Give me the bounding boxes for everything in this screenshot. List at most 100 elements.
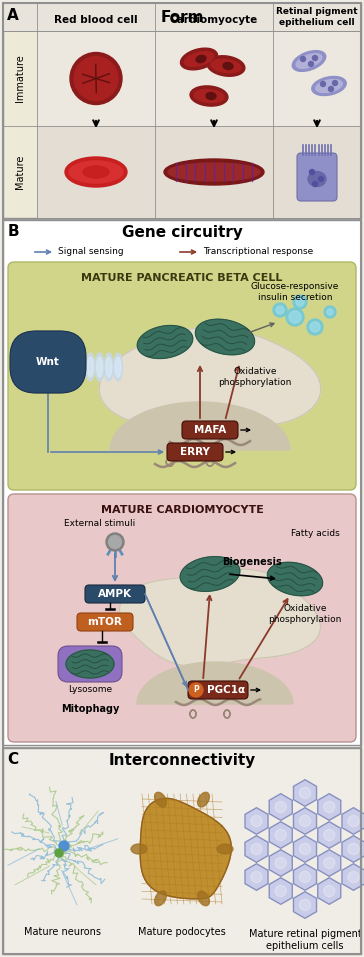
Ellipse shape <box>70 53 122 104</box>
Text: P: P <box>193 685 199 695</box>
Polygon shape <box>342 864 364 890</box>
Bar <box>3 220 361 745</box>
Bar <box>3 748 361 954</box>
Circle shape <box>327 309 333 315</box>
Ellipse shape <box>67 353 76 381</box>
Text: Mature retinal pigment
epithelium cells: Mature retinal pigment epithelium cells <box>249 929 361 951</box>
Polygon shape <box>293 835 317 862</box>
Polygon shape <box>342 808 364 835</box>
Ellipse shape <box>181 48 218 70</box>
Polygon shape <box>245 835 268 862</box>
Ellipse shape <box>65 157 127 187</box>
Polygon shape <box>99 327 321 426</box>
Circle shape <box>251 843 262 855</box>
Polygon shape <box>318 822 341 848</box>
Ellipse shape <box>217 844 233 854</box>
Text: AMPK: AMPK <box>98 589 132 599</box>
Text: Mitophagy: Mitophagy <box>61 704 119 714</box>
Ellipse shape <box>196 56 206 62</box>
Circle shape <box>300 872 310 882</box>
Circle shape <box>275 830 286 840</box>
Polygon shape <box>66 650 114 678</box>
Text: Mature: Mature <box>15 155 25 189</box>
FancyBboxPatch shape <box>58 646 122 682</box>
Circle shape <box>324 885 335 897</box>
Circle shape <box>286 308 304 326</box>
Ellipse shape <box>206 93 216 100</box>
Circle shape <box>108 536 122 548</box>
Circle shape <box>328 86 333 92</box>
Ellipse shape <box>74 56 118 100</box>
Text: Mature neurons: Mature neurons <box>24 927 100 937</box>
Ellipse shape <box>83 166 109 178</box>
Circle shape <box>332 80 337 85</box>
Circle shape <box>318 176 324 182</box>
Ellipse shape <box>95 353 104 381</box>
Ellipse shape <box>198 792 209 807</box>
Polygon shape <box>269 793 292 820</box>
FancyBboxPatch shape <box>188 681 248 699</box>
Ellipse shape <box>106 357 112 377</box>
Ellipse shape <box>114 353 123 381</box>
Ellipse shape <box>77 353 86 381</box>
Ellipse shape <box>198 891 209 905</box>
Bar <box>37 126 361 218</box>
Text: Oxidative
phosphorylation: Oxidative phosphorylation <box>268 604 342 624</box>
Polygon shape <box>293 780 317 807</box>
Circle shape <box>275 857 286 869</box>
Circle shape <box>59 841 69 851</box>
Circle shape <box>289 311 301 323</box>
Ellipse shape <box>168 163 260 181</box>
Text: Signal sensing: Signal sensing <box>58 248 124 256</box>
Polygon shape <box>318 878 341 904</box>
Circle shape <box>348 815 359 827</box>
Circle shape <box>324 830 335 840</box>
Polygon shape <box>269 822 292 848</box>
FancyBboxPatch shape <box>77 613 133 631</box>
Circle shape <box>348 872 359 882</box>
Ellipse shape <box>308 171 326 187</box>
Circle shape <box>300 788 310 798</box>
Ellipse shape <box>155 792 166 807</box>
Text: Cardiomyocyte: Cardiomyocyte <box>170 15 258 25</box>
Text: C: C <box>7 752 19 768</box>
Circle shape <box>324 306 336 318</box>
Polygon shape <box>110 402 290 450</box>
Text: Wnt: Wnt <box>36 357 60 367</box>
Circle shape <box>106 533 124 551</box>
Polygon shape <box>195 320 254 355</box>
Ellipse shape <box>223 62 233 70</box>
Ellipse shape <box>296 54 322 68</box>
Polygon shape <box>269 878 292 904</box>
Text: Immature: Immature <box>15 55 25 102</box>
Text: External stimuli: External stimuli <box>64 520 136 528</box>
Circle shape <box>301 56 305 61</box>
Polygon shape <box>318 793 341 820</box>
Polygon shape <box>245 864 268 890</box>
Ellipse shape <box>155 891 166 905</box>
Polygon shape <box>293 892 317 919</box>
Ellipse shape <box>96 357 103 377</box>
Polygon shape <box>137 325 193 359</box>
Text: Retinal pigment
epithelium cell: Retinal pigment epithelium cell <box>276 8 358 27</box>
Ellipse shape <box>312 77 346 96</box>
Circle shape <box>276 306 284 314</box>
Ellipse shape <box>78 357 84 377</box>
Text: Glucose-responsive
insulin secretion: Glucose-responsive insulin secretion <box>251 282 339 301</box>
FancyBboxPatch shape <box>297 153 337 201</box>
Polygon shape <box>293 864 317 890</box>
Circle shape <box>275 885 286 897</box>
Text: MATURE PANCREATIC BETA CELL: MATURE PANCREATIC BETA CELL <box>81 273 283 283</box>
Text: Mature podocytes: Mature podocytes <box>138 927 226 937</box>
Text: A: A <box>7 8 19 23</box>
Circle shape <box>273 303 287 317</box>
Circle shape <box>296 298 304 306</box>
Polygon shape <box>318 850 341 877</box>
Circle shape <box>309 61 313 66</box>
Text: Lysosome: Lysosome <box>68 685 112 695</box>
Text: B: B <box>7 225 19 239</box>
Text: Fatty acids: Fatty acids <box>290 529 339 539</box>
Polygon shape <box>269 850 292 877</box>
Circle shape <box>300 815 310 827</box>
Polygon shape <box>245 808 268 835</box>
